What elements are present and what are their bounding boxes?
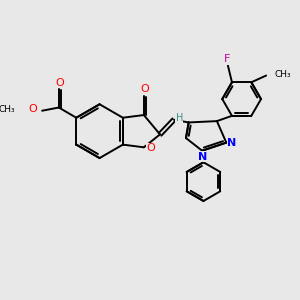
Text: N: N — [198, 152, 207, 162]
Text: O: O — [28, 104, 37, 114]
Text: O: O — [141, 85, 149, 94]
Text: O: O — [56, 78, 64, 88]
Text: N: N — [227, 138, 236, 148]
Text: CH₃: CH₃ — [0, 105, 15, 114]
Text: F: F — [224, 54, 230, 64]
Text: CH₃: CH₃ — [274, 70, 291, 79]
Text: H: H — [176, 113, 183, 123]
Text: O: O — [146, 143, 155, 153]
